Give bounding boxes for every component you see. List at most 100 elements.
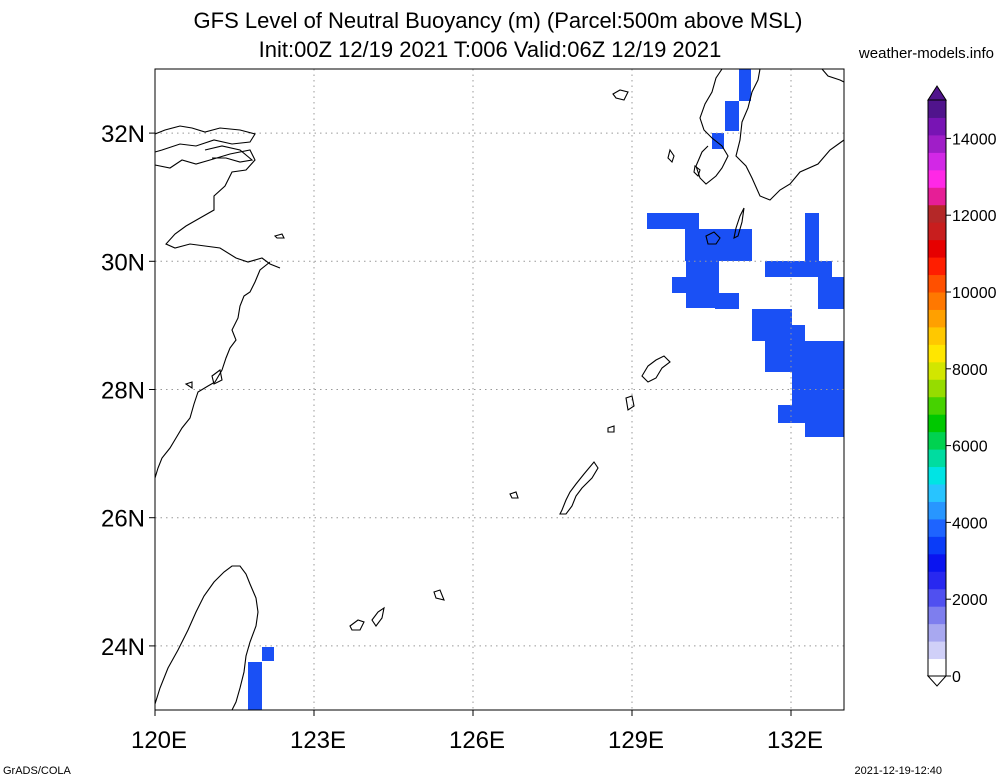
colorbar-segment (928, 309, 946, 328)
coastline (154, 565, 259, 711)
lon-tick-label: 132E (767, 727, 823, 754)
colorbar-segment (928, 431, 946, 450)
colorbar-segment (928, 204, 946, 223)
colorbar-segment (928, 536, 946, 555)
coastline (509, 491, 519, 499)
coastline (821, 68, 845, 83)
colorbar-label: 0 (952, 669, 961, 686)
colorbar-segment (928, 361, 946, 380)
colorbar-segment (928, 344, 946, 363)
buoyancy-cell (715, 293, 739, 309)
coastline (433, 589, 445, 601)
colorbar-segment (928, 187, 946, 206)
coastline (349, 619, 365, 631)
colorbar-label: 8000 (952, 362, 988, 379)
buoyancy-cell (805, 392, 844, 437)
credit-label: GrADS/COLA (3, 765, 71, 777)
lon-tick-label: 126E (449, 727, 505, 754)
colorbar-segment (928, 606, 946, 625)
coastline (273, 233, 285, 239)
colorbar-segment (928, 571, 946, 590)
coastline (695, 68, 729, 185)
colorbar-segment (928, 396, 946, 415)
colorbar-segment (928, 379, 946, 398)
buoyancy-cell (739, 69, 751, 101)
colorbar-segment (928, 414, 946, 433)
lat-tick-label: 30N (101, 249, 145, 276)
coastline (625, 395, 635, 411)
colorbar-label: 10000 (952, 285, 997, 302)
timestamp-label: 2021-12-19-12:40 (854, 765, 942, 777)
buoyancy-cell (672, 277, 688, 293)
grid-layer (155, 69, 844, 710)
buoyancy-cell (686, 261, 719, 308)
colorbar-segment (928, 484, 946, 502)
colorbar-label: 6000 (952, 439, 988, 456)
lat-tick-label: 26N (101, 506, 145, 533)
buoyancy-cell (778, 405, 810, 423)
buoyancy-cell (805, 213, 819, 261)
coastline-layer (154, 68, 845, 711)
colorbar-segment (928, 518, 946, 537)
colorbar-segment (928, 658, 946, 677)
chart-title-line2: Init:00Z 12/19 2021 T:006 Valid:06Z 12/1… (258, 37, 722, 62)
map-frame (154, 68, 845, 711)
chart-title-line1: GFS Level of Neutral Buoyancy (m) (Parce… (193, 8, 803, 33)
colorbar-segment (928, 641, 946, 660)
lat-tick-label: 24N (101, 634, 145, 661)
colorbar-label: 12000 (952, 208, 997, 225)
colorbar-segment (928, 326, 946, 345)
coastline (733, 207, 745, 239)
colorbar-top-arrow (927, 85, 947, 101)
coastline (184, 381, 193, 390)
coastline (154, 149, 281, 269)
colorbar-bottom-arrow (926, 675, 948, 687)
colorbar-segment (928, 588, 946, 607)
buoyancy-fill-layer (248, 69, 844, 710)
buoyancy-cell (818, 277, 844, 309)
coastline (154, 261, 271, 479)
colorbar-segment (928, 466, 946, 485)
lon-tick-label: 123E (290, 727, 346, 754)
buoyancy-cell (248, 662, 262, 710)
buoyancy-cell (725, 101, 739, 131)
colorbar-segment (928, 152, 946, 171)
coastline (667, 148, 675, 164)
colorbar-segment (928, 117, 946, 136)
lat-tick-label: 28N (101, 378, 145, 405)
lon-tick-label: 120E (131, 727, 187, 754)
coastline (607, 425, 615, 433)
colorbar-segment (928, 239, 946, 258)
coastline (204, 145, 254, 163)
colorbar-label: 2000 (952, 592, 988, 609)
coastline (641, 355, 671, 383)
colorbar-segment (928, 292, 946, 310)
colorbar-segment (928, 623, 946, 642)
colorbar-segment (928, 257, 946, 276)
buoyancy-cell (262, 647, 274, 661)
colorbar-label: 14000 (952, 131, 997, 148)
colorbar-segment (928, 100, 946, 118)
coastline (693, 164, 701, 178)
coastline (371, 606, 385, 627)
colorbar-segment (928, 501, 946, 520)
colorbar-segment (928, 274, 946, 293)
coastline (705, 231, 721, 245)
buoyancy-cell (765, 261, 832, 277)
coastline (211, 369, 223, 385)
coastline (612, 89, 629, 101)
lon-tick-label: 129E (608, 727, 664, 754)
colorbar-frame (927, 99, 947, 677)
buoyancy-cell (685, 229, 752, 261)
lat-tick-label: 32N (101, 121, 145, 148)
colorbar: 0 2000 4000 6000 8000 10000 12000 14000 (926, 85, 997, 687)
coastline (154, 125, 256, 153)
colorbar-segment (928, 134, 946, 153)
coastline (559, 461, 599, 515)
buoyancy-cell (647, 213, 699, 229)
colorbar-segment (928, 553, 946, 572)
colorbar-segment (928, 449, 946, 468)
site-label: weather-models.info (858, 45, 994, 62)
colorbar-label: 4000 (952, 515, 988, 532)
